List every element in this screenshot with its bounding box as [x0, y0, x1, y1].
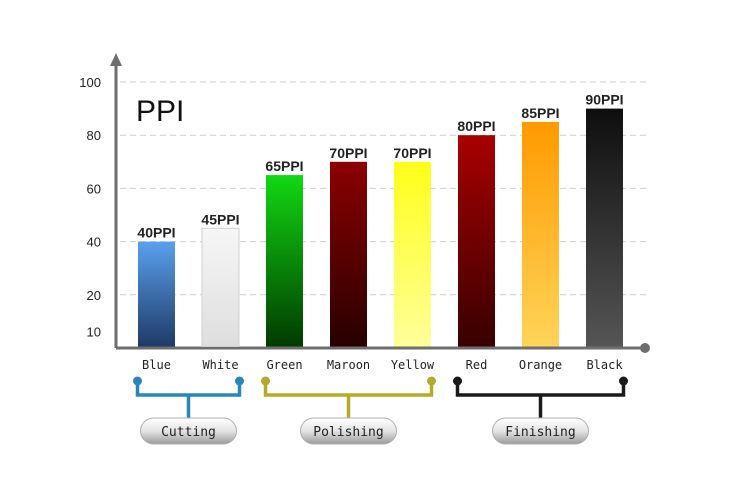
x-tick-label: White [202, 358, 238, 372]
x-axis-end-dot-icon [640, 343, 650, 353]
group-label-pill [140, 417, 237, 445]
bar-orange [522, 121, 559, 347]
x-tick-label: Green [266, 358, 302, 372]
bar-red [458, 135, 495, 347]
group-polishing: Polishing [261, 376, 436, 445]
data-label: 90PPI [585, 92, 623, 108]
group-cutting: Cutting [133, 376, 244, 445]
bar-black [586, 108, 623, 347]
x-tick-label: Blue [142, 358, 171, 372]
group-label-pill [300, 417, 397, 445]
y-tick-label: 20 [87, 288, 101, 303]
bar-yellow [394, 161, 431, 347]
y-tick-label: 40 [87, 235, 101, 250]
x-tick-label: Orange [519, 358, 562, 372]
bracket-dot-icon [619, 376, 628, 386]
group-finishing: Finishing [453, 376, 628, 445]
data-label: 85PPI [521, 105, 559, 121]
y-tick-label: 60 [87, 181, 101, 196]
data-label: 45PPI [201, 211, 239, 227]
bracket-dot-icon [235, 376, 244, 386]
bar-green [266, 175, 303, 347]
data-label: 80PPI [457, 118, 495, 134]
data-label: 70PPI [329, 145, 367, 161]
bracket-dot-icon [133, 376, 142, 386]
y-axis-arrow-icon [110, 53, 122, 66]
bar-white [201, 227, 240, 347]
x-tick-label: Maroon [327, 358, 370, 372]
y-tick-label: 100 [79, 75, 101, 90]
data-label: 40PPI [137, 225, 175, 241]
group-bracket [455, 382, 626, 418]
bracket-dot-icon [453, 376, 462, 386]
bracket-dot-icon [261, 376, 270, 386]
group-label: Finishing [505, 425, 575, 440]
bracket-dot-icon [427, 376, 436, 386]
x-tick-label: Black [586, 358, 623, 372]
data-label: 65PPI [265, 158, 303, 174]
data-label: 70PPI [393, 145, 431, 161]
bar-blue [138, 241, 175, 347]
y-tick-label: 80 [87, 128, 101, 143]
group-label-pill [492, 417, 589, 445]
group-label: Polishing [313, 425, 383, 440]
y-tick-label: 10 [87, 324, 101, 339]
group-label: Cutting [161, 425, 216, 440]
chart-title: PPI [136, 95, 184, 128]
x-tick-label: Yellow [391, 358, 435, 372]
bar-maroon [330, 161, 367, 347]
group-bracket [263, 382, 434, 418]
group-bracket [135, 382, 242, 418]
x-tick-label: Red [466, 358, 488, 372]
